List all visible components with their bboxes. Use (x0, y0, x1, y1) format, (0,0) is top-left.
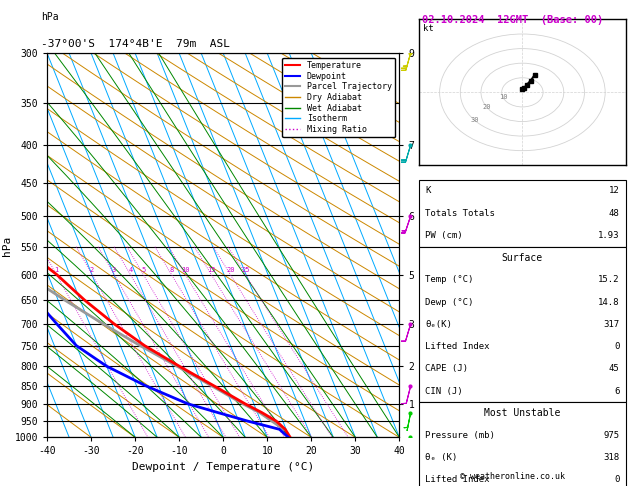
Text: 8: 8 (169, 267, 174, 273)
Text: 6: 6 (615, 386, 620, 396)
Text: 20: 20 (226, 267, 235, 273)
Text: 1: 1 (54, 267, 58, 273)
Text: 15.2: 15.2 (598, 276, 620, 284)
Text: 14.8: 14.8 (598, 297, 620, 307)
Text: 0: 0 (615, 342, 620, 351)
Text: Lifted Index: Lifted Index (425, 475, 489, 485)
Text: 3: 3 (421, 319, 426, 328)
Text: 3: 3 (112, 267, 116, 273)
Text: Temp (°C): Temp (°C) (425, 276, 474, 284)
Text: 0: 0 (615, 475, 620, 485)
Text: 20: 20 (482, 104, 491, 110)
Text: 25: 25 (241, 267, 250, 273)
Text: 10: 10 (499, 94, 507, 100)
Text: 317: 317 (603, 320, 620, 329)
Text: 2: 2 (90, 267, 94, 273)
Text: Surface: Surface (502, 253, 543, 262)
Text: 48: 48 (609, 208, 620, 218)
Text: 2: 2 (421, 362, 426, 371)
Text: 1: 1 (421, 399, 426, 408)
Text: 4: 4 (128, 267, 133, 273)
Text: K: K (425, 187, 430, 195)
Text: Mixing Ratio (g/kg): Mixing Ratio (g/kg) (423, 198, 432, 293)
Text: © weatheronline.co.uk: © weatheronline.co.uk (460, 472, 565, 481)
Text: CIN (J): CIN (J) (425, 386, 463, 396)
Text: 4: 4 (421, 270, 426, 279)
Text: CAPE (J): CAPE (J) (425, 364, 468, 373)
Text: 975: 975 (603, 431, 620, 440)
Text: 30: 30 (470, 118, 479, 123)
Text: hPa: hPa (41, 12, 58, 22)
Text: Most Unstable: Most Unstable (484, 408, 560, 418)
Text: θₑ(K): θₑ(K) (425, 320, 452, 329)
Bar (419, 180, 626, 246)
Text: 02.10.2024  12GMT  (Base: 00): 02.10.2024 12GMT (Base: 00) (422, 15, 603, 25)
Text: PW (cm): PW (cm) (425, 231, 463, 240)
Text: LCL: LCL (445, 433, 463, 442)
Text: 10: 10 (181, 267, 189, 273)
Text: -37°00'S  174°4B'E  79m  ASL: -37°00'S 174°4B'E 79m ASL (41, 38, 230, 49)
Text: 12: 12 (609, 187, 620, 195)
X-axis label: Dewpoint / Temperature (°C): Dewpoint / Temperature (°C) (132, 462, 314, 472)
Text: Totals Totals: Totals Totals (425, 208, 495, 218)
Text: 1.93: 1.93 (598, 231, 620, 240)
Text: Dewp (°C): Dewp (°C) (425, 297, 474, 307)
Text: kt: kt (423, 24, 434, 33)
Text: 318: 318 (603, 453, 620, 462)
Bar (419, 246, 626, 402)
Text: 15: 15 (207, 267, 216, 273)
Text: 5: 5 (421, 242, 426, 251)
Y-axis label: hPa: hPa (2, 235, 12, 256)
Bar (419, 402, 626, 486)
Text: Lifted Index: Lifted Index (425, 342, 489, 351)
Text: θₑ (K): θₑ (K) (425, 453, 457, 462)
Y-axis label: km
ASL: km ASL (430, 235, 448, 256)
Legend: Temperature, Dewpoint, Parcel Trajectory, Dry Adiabat, Wet Adiabat, Isotherm, Mi: Temperature, Dewpoint, Parcel Trajectory… (282, 58, 395, 137)
Text: 45: 45 (609, 364, 620, 373)
Text: Pressure (mb): Pressure (mb) (425, 431, 495, 440)
Text: 5: 5 (141, 267, 145, 273)
